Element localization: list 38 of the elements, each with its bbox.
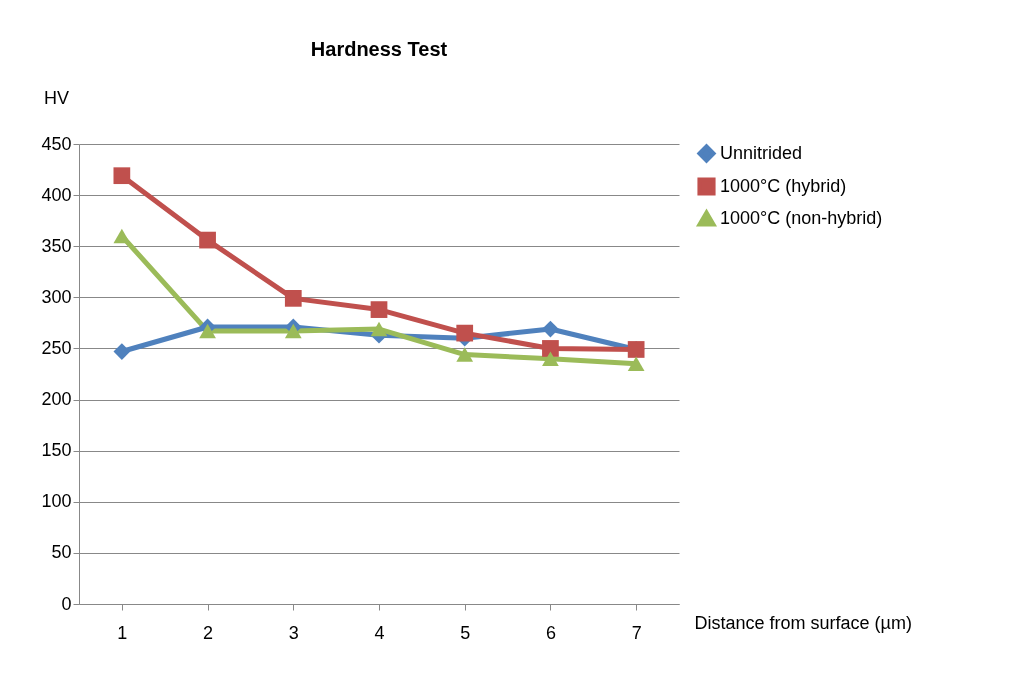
point: [284, 289, 302, 307]
y-tick-label: 350: [41, 235, 72, 256]
x-tick-label: 5: [460, 622, 471, 643]
x-tick-label: 4: [374, 622, 385, 643]
y-tick-label: 150: [41, 440, 72, 461]
y-tick-label: 200: [41, 389, 72, 410]
x-tick-label: 6: [545, 622, 556, 643]
point: [370, 301, 388, 318]
legend-label: 1000°C (non-hybrid): [720, 207, 883, 228]
legend-label: Unnitrided: [720, 142, 803, 163]
point: [113, 228, 131, 244]
y-tick-label: 250: [41, 337, 72, 358]
y-tick-label: 450: [41, 133, 72, 154]
legend-label: 1000°C (hybrid): [720, 175, 847, 196]
x-tick-label: 2: [203, 622, 214, 643]
point: [284, 323, 302, 339]
point: [113, 167, 131, 185]
x-tick-label: 3: [288, 622, 299, 643]
chart-title: Hardness Test: [310, 38, 448, 60]
y-tick-label: 100: [41, 491, 72, 512]
y-tick-label: 400: [41, 184, 72, 205]
point: [627, 356, 645, 372]
point: [199, 231, 216, 249]
y-tick-label: 300: [41, 286, 72, 307]
point: [456, 324, 474, 342]
point: [542, 351, 559, 366]
x-tick-label: 1: [117, 622, 128, 643]
y-tick-label: 0: [61, 593, 72, 614]
point: [113, 343, 131, 360]
x-tick-label: 7: [631, 622, 642, 643]
point: [542, 340, 559, 357]
y-axis-title: HV: [44, 88, 70, 108]
point: [370, 321, 388, 337]
x-axis-title: Distance from surface (µm): [694, 612, 912, 633]
point: [199, 323, 216, 339]
y-tick-label: 50: [51, 542, 72, 563]
point: [542, 320, 559, 338]
point: [456, 347, 474, 362]
